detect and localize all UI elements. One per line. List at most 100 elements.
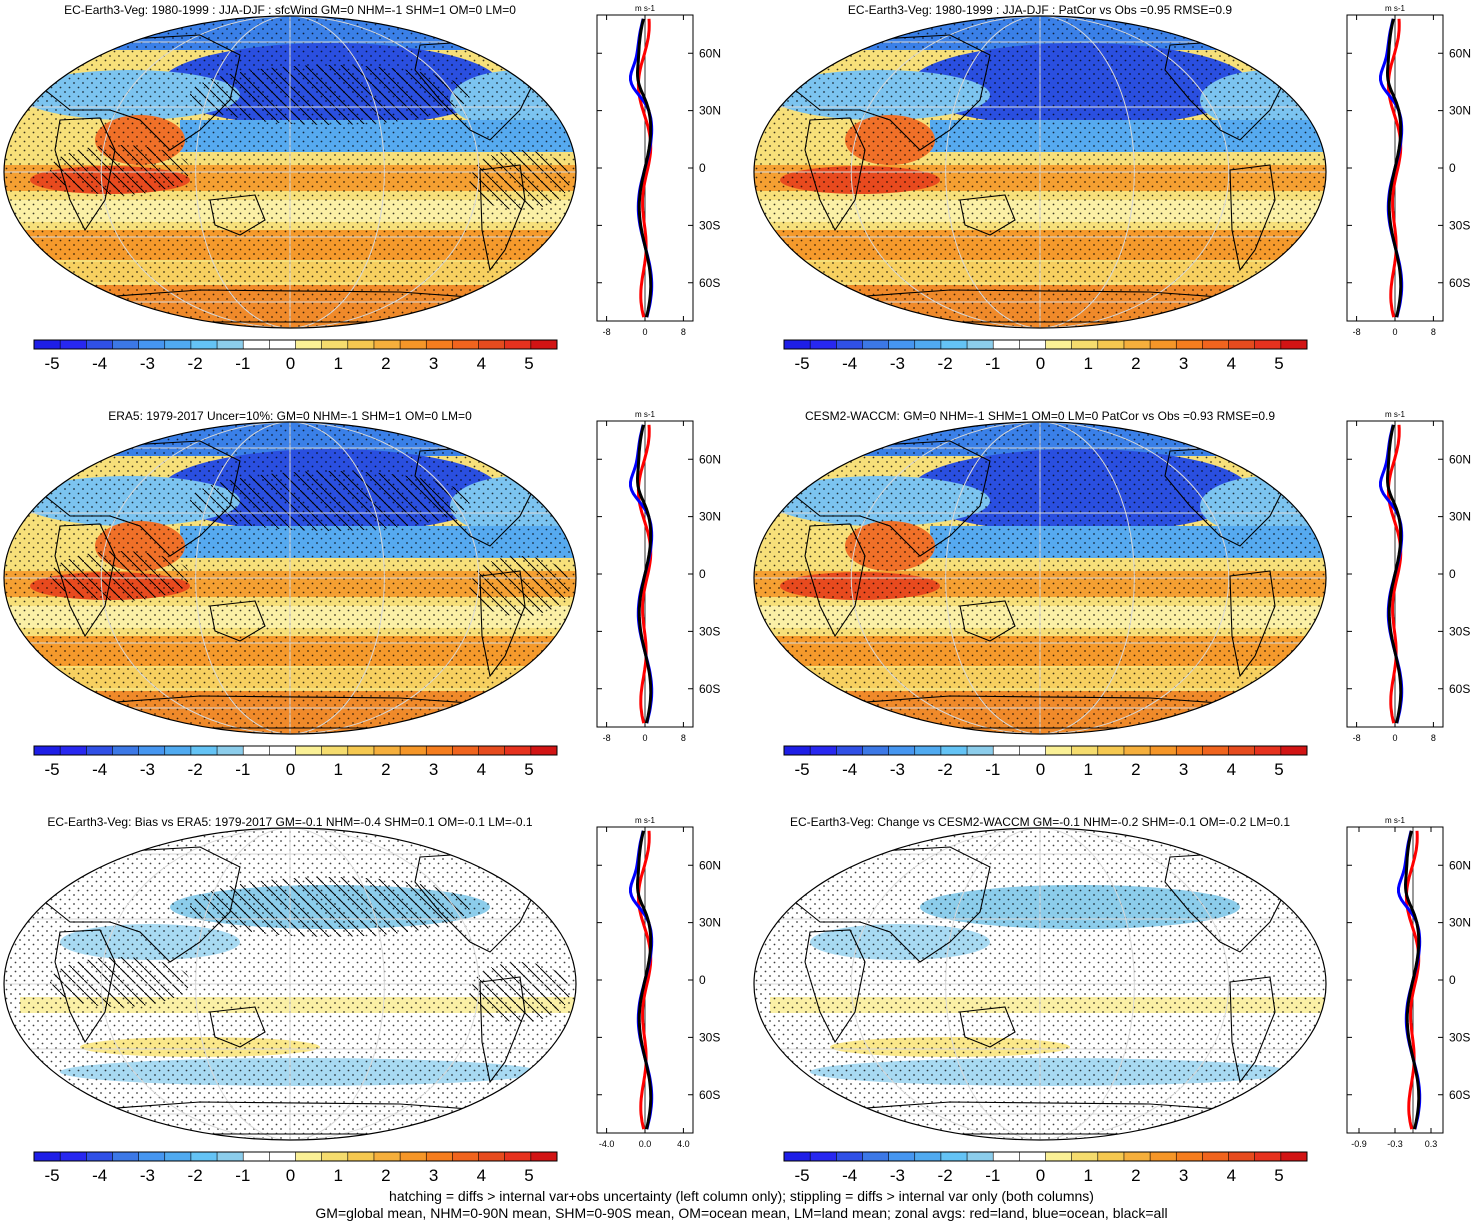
colorbar-swatch — [86, 340, 113, 349]
colorbar-tick-label: 4 — [1227, 354, 1236, 373]
colorbar-swatch — [836, 746, 863, 755]
colorbar-tick-label: 0 — [1036, 760, 1045, 779]
zonal-land-curve — [1386, 424, 1403, 724]
zonal-tick-label: -4.0 — [599, 1139, 615, 1149]
colorbar-swatch — [138, 1152, 166, 1161]
colorbar-tick-label: 1 — [333, 760, 342, 779]
colorbar-tick-label: -5 — [794, 354, 809, 373]
colorbar-swatch — [269, 1152, 296, 1161]
colorbar-swatch — [295, 1152, 323, 1161]
colorbar-swatch — [993, 1152, 1020, 1161]
colorbar-tick-label: 1 — [333, 354, 342, 373]
colorbar: -5 -4 -3 -2 -1 0 1 2 3 4 5 — [33, 1151, 558, 1185]
colorbar-swatch — [1071, 340, 1099, 349]
panel-6: EC-Earth3-Veg: Change vs CESM2-WACCM GM=… — [750, 812, 1483, 1217]
colorbar-swatch — [1150, 1152, 1177, 1161]
colorbar-swatch — [243, 1152, 270, 1161]
zonal-all-curve — [1385, 424, 1403, 724]
colorbar-swatch — [784, 340, 811, 349]
colorbar-swatch — [34, 340, 61, 349]
colorbar-tick-label: -1 — [235, 354, 250, 373]
colorbar-tick-label: -3 — [890, 354, 905, 373]
latitude-label: 60S — [699, 276, 720, 290]
colorbar-tick-label: -1 — [985, 354, 1000, 373]
latitude-label: 60S — [1449, 682, 1470, 696]
colorbar-swatch — [1150, 340, 1177, 349]
colorbar-swatch — [86, 1152, 113, 1161]
colorbar-swatch — [243, 746, 270, 755]
colorbar-swatch — [34, 746, 61, 755]
colorbar-swatch — [60, 1152, 87, 1161]
zonal-all-curve — [635, 18, 653, 318]
colorbar-tick-label: 5 — [1274, 354, 1283, 373]
colorbar-swatch — [1228, 746, 1256, 755]
panel-4: CESM2-WACCM: GM=0 NHM=-1 SHM=1 OM=0 LM=0… — [750, 406, 1483, 811]
colorbar-tick-label: -1 — [985, 1166, 1000, 1185]
colorbar-swatch — [784, 746, 811, 755]
panel-title: CESM2-WACCM: GM=0 NHM=-1 SHM=1 OM=0 LM=0… — [804, 409, 1276, 423]
colorbar-tick-label: 5 — [1274, 760, 1283, 779]
zonal-land-curve — [636, 424, 653, 724]
zonal-tick-label: 0 — [1392, 327, 1397, 337]
latitude-label: 60S — [699, 682, 720, 696]
colorbar-tick-label: 0 — [286, 1166, 295, 1185]
zonal-tick-label: 0 — [1392, 733, 1397, 743]
colorbar-tick-label: 0 — [1036, 1166, 1045, 1185]
latitude-label: 0 — [699, 161, 706, 175]
colorbar-swatch — [967, 746, 994, 755]
colorbar-swatch — [452, 340, 480, 349]
colorbar-tick-label: 3 — [429, 760, 438, 779]
colorbar-tick-label: 4 — [477, 354, 486, 373]
colorbar-swatch — [321, 340, 349, 349]
zonal-all-curve — [1385, 18, 1403, 318]
zonal-all-curve — [635, 424, 653, 724]
colorbar-swatch — [504, 746, 532, 755]
colorbar-swatch — [1280, 340, 1308, 349]
colorbar-tick-label: 2 — [1131, 1166, 1140, 1185]
colorbar-swatch — [164, 1152, 192, 1161]
colorbar-tick-label: -4 — [92, 354, 107, 373]
colorbar-swatch — [1123, 340, 1151, 349]
panel-figure: -5 -4 -3 -2 -1 0 1 2 3 4 5 -8 0 8 m s-1 60N 30N 0 30S 60S — [3, 410, 721, 779]
colorbar-tick-label: 4 — [477, 1166, 486, 1185]
colorbar-swatch — [452, 746, 480, 755]
colorbar-swatch — [217, 340, 244, 349]
latitude-label: 60S — [1449, 276, 1470, 290]
colorbar-tick-label: 4 — [1227, 760, 1236, 779]
colorbar-swatch — [1176, 340, 1203, 349]
colorbar: -5 -4 -3 -2 -1 0 1 2 3 4 5 — [33, 745, 558, 779]
colorbar-tick-label: 0 — [286, 354, 295, 373]
colorbar-tick-label: 5 — [524, 1166, 533, 1185]
colorbar-tick-label: -3 — [140, 1166, 155, 1185]
zonal-tick-label: -8 — [603, 327, 611, 337]
zonal-tick-label: -8 — [603, 733, 611, 743]
colorbar-swatch — [1019, 746, 1046, 755]
colorbar-tick-label: -3 — [140, 760, 155, 779]
colorbar-tick-label: 3 — [1179, 354, 1188, 373]
colorbar-swatch — [321, 1152, 349, 1161]
latitude-label: 30S — [699, 1030, 720, 1044]
colorbar-swatch — [1019, 340, 1046, 349]
colorbar-swatch — [1123, 746, 1151, 755]
colorbar-tick-label: 2 — [381, 354, 390, 373]
latitude-label: 0 — [699, 567, 706, 581]
colorbar-swatch — [400, 340, 427, 349]
colorbar-swatch — [1202, 746, 1230, 755]
zonal-mean-plot: -0.9 -0.3 0.3 m s-1 60N 30N 0 30S 60S — [1346, 816, 1471, 1149]
latitude-label: 30N — [699, 510, 721, 524]
colorbar-tick-label: -2 — [188, 760, 203, 779]
latitude-label: 30S — [699, 624, 720, 638]
colorbar-swatch — [810, 340, 837, 349]
zonal-land-curve — [636, 830, 653, 1130]
colorbar-swatch — [478, 1152, 506, 1161]
colorbar-tick-label: -5 — [794, 1166, 809, 1185]
map — [4, 828, 576, 1140]
latitude-label: 30S — [1449, 218, 1470, 232]
colorbar-swatch — [1254, 340, 1282, 349]
colorbar-tick-label: 1 — [333, 1166, 342, 1185]
colorbar-swatch — [86, 746, 113, 755]
colorbar-swatch — [1097, 746, 1125, 755]
panel-figure: -5 -4 -3 -2 -1 0 1 2 3 4 5 -8 0 8 m s-1 60N 30N 0 30S 60S — [3, 4, 721, 373]
colorbar-swatch — [112, 340, 140, 349]
colorbar-swatch — [1019, 1152, 1046, 1161]
